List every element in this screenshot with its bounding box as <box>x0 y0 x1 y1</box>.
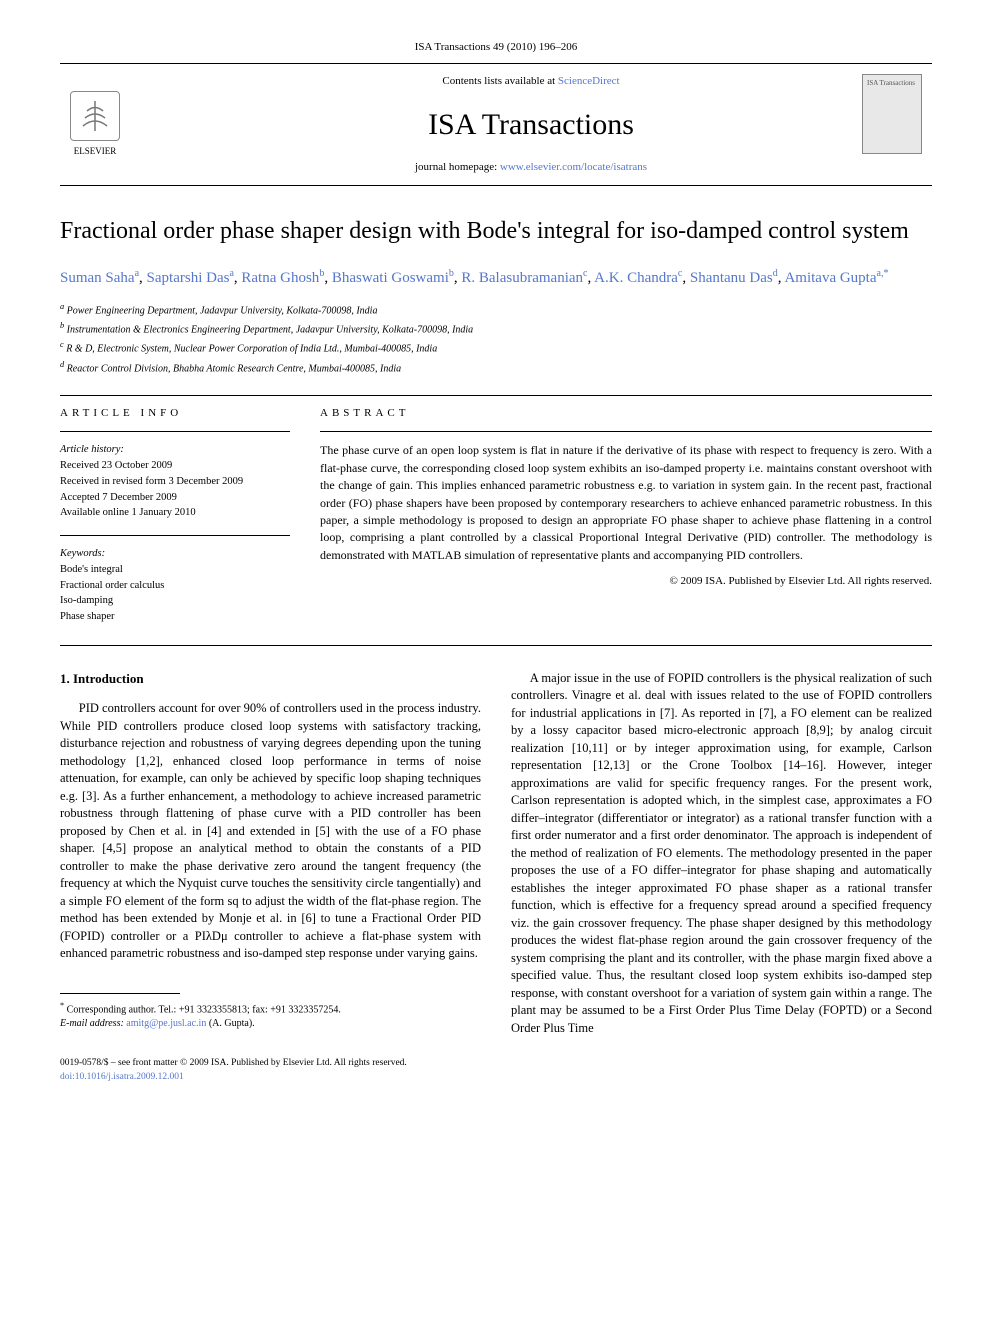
article-info-column: ARTICLE INFO Article history: Received 2… <box>60 406 290 625</box>
affiliation-b: b Instrumentation & Electronics Engineer… <box>60 319 932 338</box>
divider <box>60 535 290 536</box>
divider <box>60 395 932 396</box>
email-label: E-mail address: <box>60 1018 124 1029</box>
affiliation-text: Power Engineering Department, Jadavpur U… <box>67 305 378 316</box>
author[interactable]: Saptarshi Das <box>147 270 230 286</box>
article-info-label: ARTICLE INFO <box>60 406 290 421</box>
keyword: Phase shaper <box>60 609 290 625</box>
affiliation-text: Instrumentation & Electronics Engineerin… <box>67 324 474 335</box>
affiliation-c: c R & D, Electronic System, Nuclear Powe… <box>60 338 932 357</box>
copyright: © 2009 ISA. Published by Elsevier Ltd. A… <box>320 574 932 589</box>
doi-link[interactable]: doi:10.1016/j.isatra.2009.12.001 <box>60 1071 932 1084</box>
sciencedirect-link[interactable]: ScienceDirect <box>558 75 620 87</box>
author-aff: a,* <box>877 268 889 279</box>
author-aff: d <box>773 268 778 279</box>
intro-p1: PID controllers account for over 90% of … <box>60 700 481 963</box>
issn-line: 0019-0578/$ – see front matter © 2009 IS… <box>60 1057 932 1070</box>
keyword: Iso-damping <box>60 593 290 609</box>
affiliation-d: d Reactor Control Division, Bhabha Atomi… <box>60 358 932 377</box>
author-aff: b <box>449 268 454 279</box>
footnote-corr: * Corresponding author. Tel.: +91 332335… <box>60 1000 481 1017</box>
contents-available: Contents lists available at ScienceDirec… <box>130 74 932 89</box>
section-1-heading: 1. Introduction <box>60 670 481 688</box>
affiliations: a Power Engineering Department, Jadavpur… <box>60 300 932 377</box>
authors-list: Suman Sahaa, Saptarshi Dasa, Ratna Ghosh… <box>60 266 932 290</box>
affiliation-text: Reactor Control Division, Bhabha Atomic … <box>67 363 402 374</box>
divider <box>60 431 290 432</box>
author-aff: b <box>319 268 324 279</box>
author[interactable]: Shantanu Das <box>690 270 773 286</box>
body-columns: 1. Introduction PID controllers account … <box>60 670 932 1038</box>
elsevier-tree-icon <box>70 91 120 141</box>
masthead: ELSEVIER Contents lists available at Sci… <box>60 63 932 186</box>
abstract-text: The phase curve of an open loop system i… <box>320 442 932 564</box>
body-paragraph: PID controllers account for over 90% of … <box>60 700 481 963</box>
keywords-label: Keywords: <box>60 546 290 562</box>
divider <box>60 645 932 646</box>
keyword: Bode's integral <box>60 562 290 578</box>
author[interactable]: A.K. Chandra <box>594 270 678 286</box>
author-aff: c <box>583 268 587 279</box>
abstract-label: ABSTRACT <box>320 406 932 421</box>
history-label: Article history: <box>60 442 290 458</box>
journal-title: ISA Transactions <box>130 104 932 146</box>
keywords-block: Keywords: Bode's integral Fractional ord… <box>60 546 290 625</box>
author[interactable]: R. Balasubramanian <box>461 270 583 286</box>
affiliation-a: a Power Engineering Department, Jadavpur… <box>60 300 932 319</box>
article-title: Fractional order phase shaper design wit… <box>60 216 932 246</box>
page-container: ISA Transactions 49 (2010) 196–206 ELSEV… <box>0 0 992 1124</box>
publisher-name: ELSEVIER <box>60 145 130 158</box>
author[interactable]: Ratna Ghosh <box>241 270 319 286</box>
header-citation: ISA Transactions 49 (2010) 196–206 <box>60 40 932 55</box>
abstract-column: ABSTRACT The phase curve of an open loop… <box>320 406 932 625</box>
affiliation-text: R & D, Electronic System, Nuclear Power … <box>66 344 437 355</box>
author-aff: a <box>135 268 139 279</box>
page-footer: 0019-0578/$ – see front matter © 2009 IS… <box>60 1057 932 1084</box>
body-paragraph: A major issue in the use of FOPID contro… <box>511 670 932 1038</box>
intro-p2: A major issue in the use of FOPID contro… <box>511 670 932 1038</box>
footnote-corr-text: Corresponding author. Tel.: +91 33233558… <box>67 1004 341 1015</box>
email-link[interactable]: amitg@pe.jusl.ac.in <box>126 1018 206 1029</box>
divider <box>320 431 932 432</box>
revised-date: Received in revised form 3 December 2009 <box>60 474 290 490</box>
homepage-link[interactable]: www.elsevier.com/locate/isatrans <box>500 161 647 173</box>
author[interactable]: Bhaswati Goswami <box>332 270 449 286</box>
left-column: 1. Introduction PID controllers account … <box>60 670 481 1038</box>
corresponding-author-footnote: * Corresponding author. Tel.: +91 332335… <box>60 1000 481 1031</box>
accepted-date: Accepted 7 December 2009 <box>60 490 290 506</box>
masthead-center: Contents lists available at ScienceDirec… <box>130 74 932 175</box>
cover-text: ISA Transactions <box>867 79 915 87</box>
keyword: Fractional order calculus <box>60 578 290 594</box>
info-abstract-row: ARTICLE INFO Article history: Received 2… <box>60 406 932 625</box>
footnote-email: E-mail address: amitg@pe.jusl.ac.in (A. … <box>60 1017 481 1031</box>
online-date: Available online 1 January 2010 <box>60 505 290 521</box>
homepage-prefix: journal homepage: <box>415 161 500 173</box>
email-name: (A. Gupta). <box>209 1018 255 1029</box>
journal-cover-thumb: ISA Transactions <box>862 74 922 154</box>
author[interactable]: Suman Saha <box>60 270 135 286</box>
author-aff: c <box>678 268 682 279</box>
footnote-separator <box>60 993 180 994</box>
right-column: A major issue in the use of FOPID contro… <box>511 670 932 1038</box>
publisher-logo: ELSEVIER <box>60 91 130 158</box>
author-aff: a <box>229 268 233 279</box>
article-history: Article history: Received 23 October 200… <box>60 442 290 521</box>
homepage-line: journal homepage: www.elsevier.com/locat… <box>130 160 932 175</box>
received-date: Received 23 October 2009 <box>60 458 290 474</box>
contents-prefix: Contents lists available at <box>442 75 557 87</box>
author[interactable]: Amitava Gupta <box>784 270 876 286</box>
